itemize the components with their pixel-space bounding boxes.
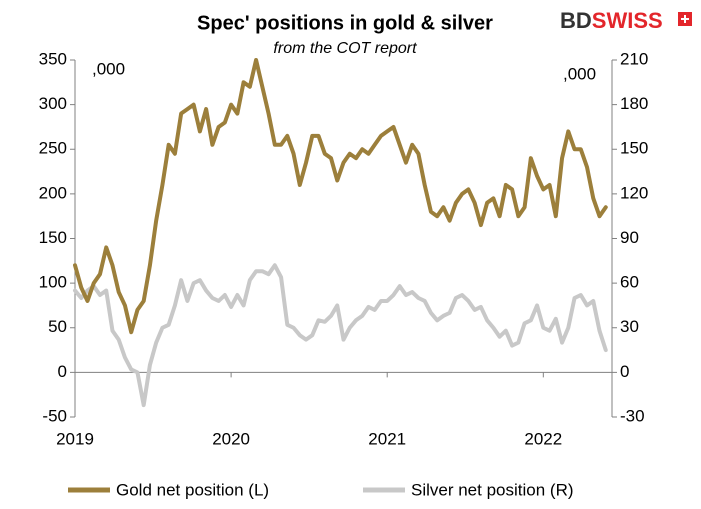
y2-tick-label: 120 xyxy=(620,183,648,202)
y-tick-label: 50 xyxy=(48,317,67,336)
y-tick-label: 250 xyxy=(39,139,67,158)
chart-title: Spec' positions in gold & silver xyxy=(197,12,493,34)
y2-tick-label: 90 xyxy=(620,228,639,247)
y-tick-label: 300 xyxy=(39,94,67,113)
y-tick-label: 200 xyxy=(39,183,67,202)
y-tick-label: 350 xyxy=(39,49,67,68)
y2-tick-label: 150 xyxy=(620,139,648,158)
series-line xyxy=(73,263,608,408)
legend-label: Gold net position (L) xyxy=(116,480,269,499)
y-tick-label: -50 xyxy=(42,406,67,425)
y2-tick-label: 30 xyxy=(620,317,639,336)
y-tick-label: 0 xyxy=(58,362,67,381)
y-tick-label: 100 xyxy=(39,273,67,292)
brand-part: SWISS xyxy=(592,8,663,33)
legend-label: Silver net position (R) xyxy=(411,480,574,499)
x-tick-label: 2022 xyxy=(524,429,562,448)
brand-logo: BDSWISS xyxy=(560,8,663,33)
x-tick-label: 2021 xyxy=(368,429,406,448)
y-tick-label: 150 xyxy=(39,228,67,247)
x-tick-label: 2020 xyxy=(212,429,250,448)
chart-subtitle: from the COT report xyxy=(273,40,417,57)
brand-part: BD xyxy=(560,8,592,33)
y-unit-label: ,000 xyxy=(92,59,125,78)
y2-unit-label: ,000 xyxy=(563,64,596,83)
y2-tick-label: -30 xyxy=(620,406,645,425)
y2-tick-label: 60 xyxy=(620,273,639,292)
x-tick-label: 2019 xyxy=(56,429,94,448)
y2-tick-label: 180 xyxy=(620,94,648,113)
logo-cross-mark xyxy=(681,15,689,23)
series-line xyxy=(73,58,608,335)
y2-tick-label: 0 xyxy=(620,362,629,381)
y2-tick-label: 210 xyxy=(620,49,648,68)
